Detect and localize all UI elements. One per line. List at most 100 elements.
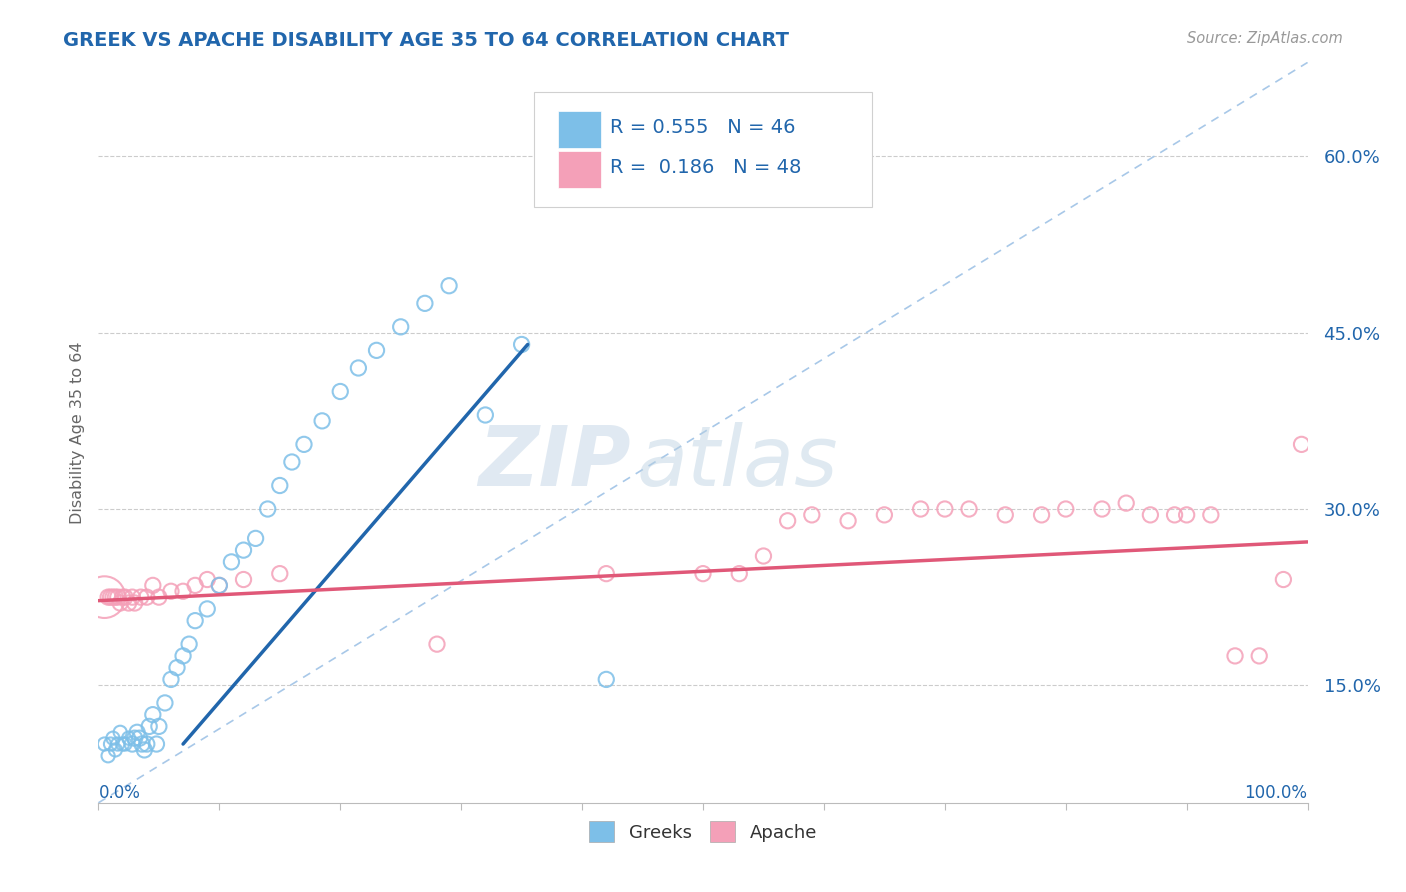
Point — [311, 414, 333, 428]
Point — [347, 361, 370, 376]
Point — [101, 590, 124, 604]
Point — [160, 673, 183, 687]
Point — [389, 319, 412, 334]
Point — [93, 590, 115, 604]
Point — [1223, 648, 1246, 663]
Point — [957, 502, 980, 516]
Point — [232, 543, 254, 558]
Point — [426, 637, 449, 651]
Point — [100, 590, 122, 604]
Point — [107, 590, 129, 604]
Point — [595, 673, 617, 687]
Point — [184, 578, 207, 592]
Point — [800, 508, 823, 522]
Point — [329, 384, 352, 399]
Point — [118, 731, 141, 746]
Point — [114, 590, 136, 604]
Point — [108, 725, 131, 739]
Text: Source: ZipAtlas.com: Source: ZipAtlas.com — [1187, 31, 1343, 46]
Text: 0.0%: 0.0% — [98, 784, 141, 802]
Point — [1139, 508, 1161, 522]
Point — [166, 660, 188, 674]
Point — [184, 614, 207, 628]
Point — [135, 737, 157, 751]
Point — [934, 502, 956, 516]
Point — [1291, 437, 1313, 451]
Point — [195, 573, 218, 587]
Point — [153, 696, 176, 710]
Point — [1199, 508, 1222, 522]
Point — [474, 408, 496, 422]
Point — [104, 590, 127, 604]
Point — [752, 549, 775, 563]
Point — [281, 455, 304, 469]
Point — [208, 578, 231, 592]
Point — [1031, 508, 1053, 522]
Point — [221, 555, 243, 569]
FancyBboxPatch shape — [558, 152, 602, 187]
Text: ZIP: ZIP — [478, 422, 630, 503]
Point — [131, 737, 153, 751]
Point — [111, 590, 134, 604]
Point — [121, 737, 143, 751]
Point — [595, 566, 617, 581]
Point — [776, 514, 799, 528]
Point — [413, 296, 436, 310]
Point — [104, 743, 127, 757]
Point — [142, 707, 165, 722]
Y-axis label: Disability Age 35 to 64: Disability Age 35 to 64 — [69, 342, 84, 524]
Point — [179, 637, 201, 651]
Point — [232, 573, 254, 587]
Point — [1175, 508, 1198, 522]
Point — [269, 566, 291, 581]
Point — [692, 566, 714, 581]
Point — [93, 737, 115, 751]
Text: R =  0.186   N = 48: R = 0.186 N = 48 — [610, 158, 801, 178]
Point — [1163, 508, 1185, 522]
Point — [101, 731, 124, 746]
FancyBboxPatch shape — [558, 112, 602, 147]
Point — [1054, 502, 1077, 516]
Point — [1249, 648, 1271, 663]
Point — [97, 590, 120, 604]
Point — [138, 719, 160, 733]
Point — [107, 737, 129, 751]
Point — [172, 648, 194, 663]
Text: GREEK VS APACHE DISABILITY AGE 35 TO 64 CORRELATION CHART: GREEK VS APACHE DISABILITY AGE 35 TO 64 … — [63, 31, 789, 50]
Point — [135, 590, 157, 604]
Point — [1272, 573, 1295, 587]
Text: atlas: atlas — [637, 422, 838, 503]
Point — [1115, 496, 1137, 510]
Point — [148, 719, 170, 733]
Point — [142, 578, 165, 592]
Point — [160, 584, 183, 599]
Point — [128, 731, 150, 746]
Legend: Greeks, Apache: Greeks, Apache — [582, 814, 824, 849]
Point — [837, 514, 859, 528]
Point — [134, 743, 156, 757]
Point — [208, 578, 231, 592]
Point — [873, 508, 896, 522]
Point — [292, 437, 315, 451]
Point — [195, 602, 218, 616]
Point — [994, 508, 1017, 522]
Point — [245, 532, 267, 546]
Point — [118, 596, 141, 610]
Point — [129, 590, 152, 604]
Point — [124, 731, 146, 746]
Point — [510, 337, 533, 351]
Point — [910, 502, 932, 516]
Point — [124, 596, 146, 610]
Point — [437, 278, 460, 293]
Point — [172, 584, 194, 599]
Point — [121, 590, 143, 604]
Text: 100.0%: 100.0% — [1244, 784, 1308, 802]
Point — [127, 725, 149, 739]
Point — [256, 502, 278, 516]
Text: R = 0.555   N = 46: R = 0.555 N = 46 — [610, 118, 796, 137]
Point — [114, 737, 136, 751]
Point — [269, 478, 291, 492]
Point — [108, 596, 131, 610]
Point — [97, 748, 120, 763]
Point — [728, 566, 751, 581]
